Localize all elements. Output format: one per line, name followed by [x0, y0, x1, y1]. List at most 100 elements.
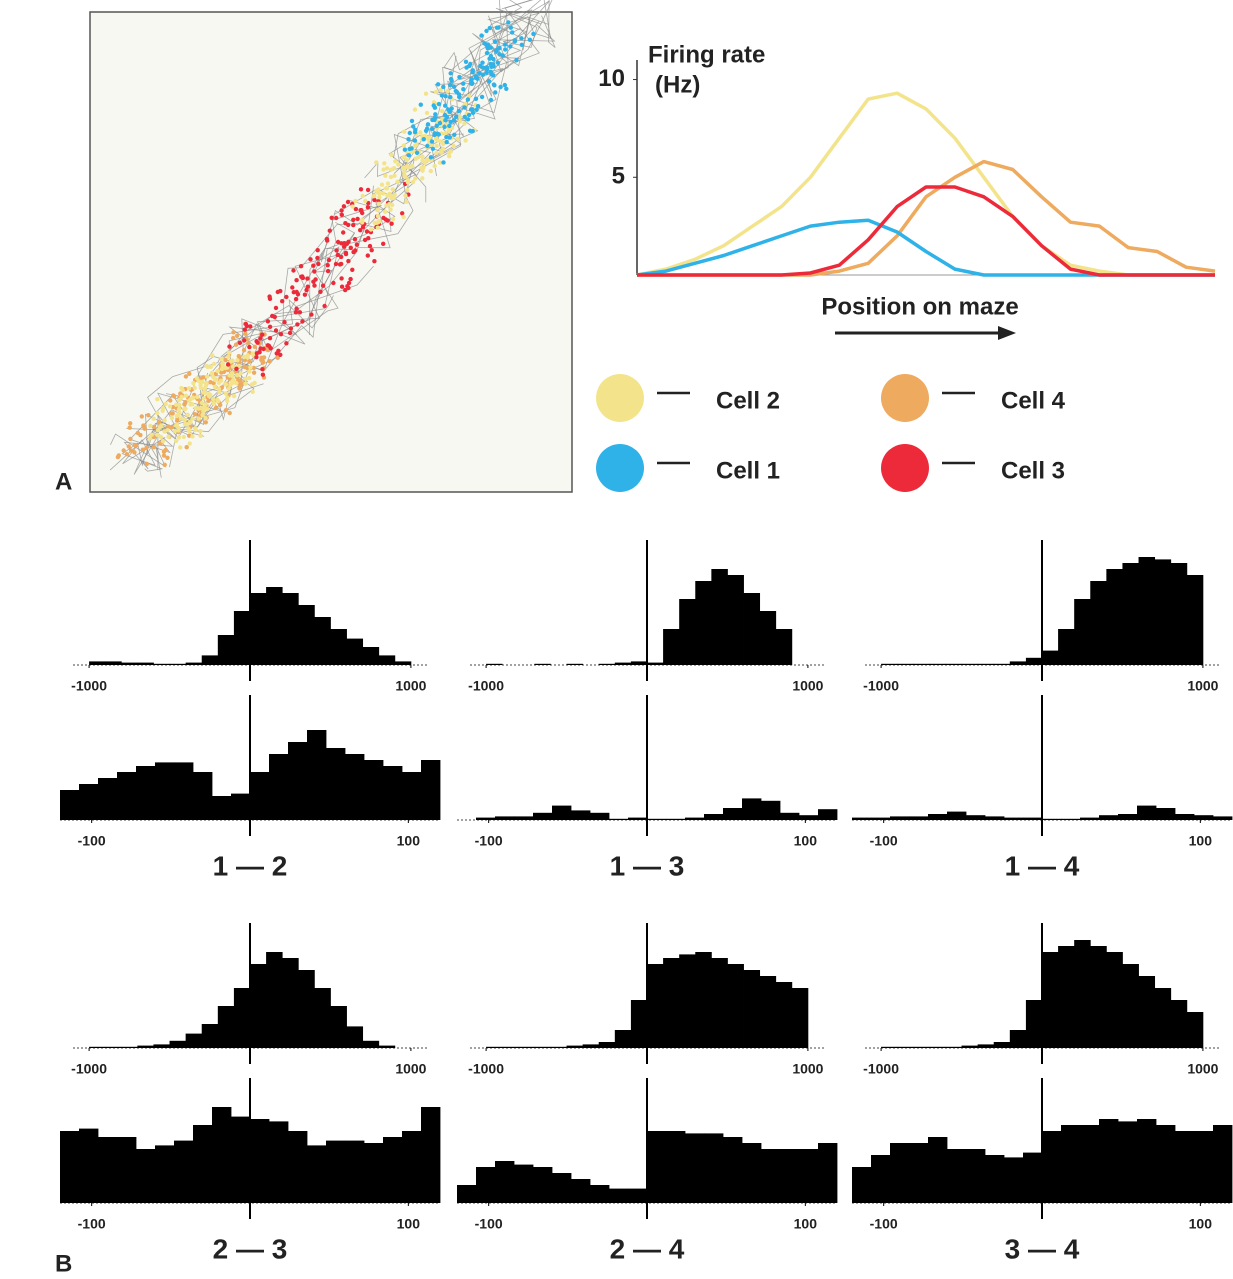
spike-dot: [350, 267, 355, 272]
spike-dot: [428, 168, 433, 174]
spike-dot: [231, 377, 236, 383]
spike-dot: [488, 61, 493, 67]
spike-dot: [298, 264, 304, 269]
histogram-bar: [818, 1143, 838, 1203]
histogram-bar: [761, 800, 781, 820]
spike-dot: [169, 415, 175, 421]
spike-dot: [495, 60, 501, 65]
histogram-bar: [155, 1145, 175, 1203]
spike-dot: [162, 418, 167, 423]
spike-dot: [273, 328, 279, 333]
histogram-bar: [185, 1033, 203, 1048]
spike-dot: [434, 123, 439, 129]
spike-dot: [252, 344, 257, 349]
histogram-bar: [1058, 629, 1075, 665]
spike-dot: [179, 394, 184, 399]
spike-dot: [385, 181, 391, 186]
spike-dot: [223, 382, 229, 387]
histogram-bar: [929, 663, 946, 665]
spike-dot: [312, 283, 317, 288]
spike-dot: [449, 106, 454, 111]
spike-dot: [312, 269, 317, 274]
spike-dot: [418, 130, 423, 135]
spike-dot: [238, 371, 243, 376]
spike-dot: [444, 114, 450, 120]
pair-label: 1 — 4: [1005, 850, 1080, 881]
legend-swatch: [596, 374, 644, 422]
spike-dot: [503, 47, 508, 52]
histogram-bar: [550, 1046, 567, 1048]
spike-dot: [161, 453, 167, 458]
spike-dot: [267, 294, 272, 299]
legend-swatch: [881, 374, 929, 422]
y-tick-label: 5: [612, 163, 625, 190]
spike-dot: [316, 261, 321, 267]
spike-dot: [385, 218, 390, 223]
spike-dot: [389, 221, 394, 226]
histogram-bar: [666, 818, 686, 820]
histogram-bar: [704, 814, 724, 820]
pair-label: 2 — 4: [610, 1233, 685, 1264]
spike-dot: [444, 134, 449, 140]
histogram-bar: [421, 1107, 441, 1203]
spike-dot: [506, 20, 511, 25]
spike-dot: [354, 242, 360, 247]
legend-label: Cell 2: [716, 387, 780, 414]
spike-dot: [466, 94, 472, 99]
spike-dot: [470, 110, 476, 116]
histogram-bar: [1042, 818, 1062, 820]
spike-dot: [446, 107, 451, 112]
spike-dot: [182, 406, 187, 412]
spike-dot: [265, 319, 271, 324]
spike-dot: [438, 87, 444, 93]
spike-dot: [367, 243, 373, 249]
spike-dot: [410, 179, 416, 185]
spike-dot: [443, 118, 448, 123]
spike-dot: [329, 215, 334, 220]
spike-dot: [190, 395, 196, 400]
spike-dot: [479, 33, 484, 38]
histogram-bar: [759, 976, 777, 1048]
spike-dot: [176, 425, 181, 431]
spike-dot: [211, 397, 216, 402]
spike-dot: [176, 397, 182, 403]
x-tick-label: 100: [794, 1216, 818, 1232]
spike-dot: [384, 186, 390, 191]
histogram-bar: [881, 663, 898, 665]
histogram-bar: [153, 1044, 170, 1048]
spike-dot: [184, 445, 189, 450]
spike-dot: [226, 350, 232, 355]
histogram-bar: [1009, 661, 1027, 665]
spike-dot: [420, 154, 425, 159]
histogram-bar: [1080, 1125, 1100, 1203]
spike-dot: [163, 401, 168, 407]
spike-dot: [374, 160, 379, 165]
trajectory: [348, 15, 520, 211]
histogram-bar: [590, 812, 610, 820]
spike-dot: [149, 432, 154, 437]
spike-dot: [369, 248, 374, 253]
histogram-bar: [137, 1045, 154, 1048]
spike-dot: [162, 462, 167, 467]
spike-dot: [155, 432, 160, 437]
spike-dot: [497, 45, 502, 51]
spike-dot: [391, 166, 397, 171]
spike-dot: [160, 439, 166, 444]
histogram-bar: [269, 1121, 289, 1203]
histogram-bar: [326, 748, 346, 820]
histogram-bar: [913, 663, 930, 665]
spike-dot: [364, 229, 370, 234]
legend-label: Cell 4: [1001, 387, 1066, 414]
direction-arrowhead: [998, 326, 1016, 340]
spike-dot: [470, 128, 475, 134]
spike-dot: [366, 236, 371, 241]
histogram-bar: [117, 772, 137, 820]
histogram-bar: [330, 629, 347, 665]
spike-dot: [167, 404, 173, 409]
histogram-bar: [402, 772, 422, 820]
pair-label: 1 — 3: [610, 850, 685, 881]
spike-dot: [396, 162, 401, 167]
spike-dot: [325, 263, 330, 268]
spike-dot: [227, 344, 232, 349]
spike-dot: [268, 346, 273, 351]
